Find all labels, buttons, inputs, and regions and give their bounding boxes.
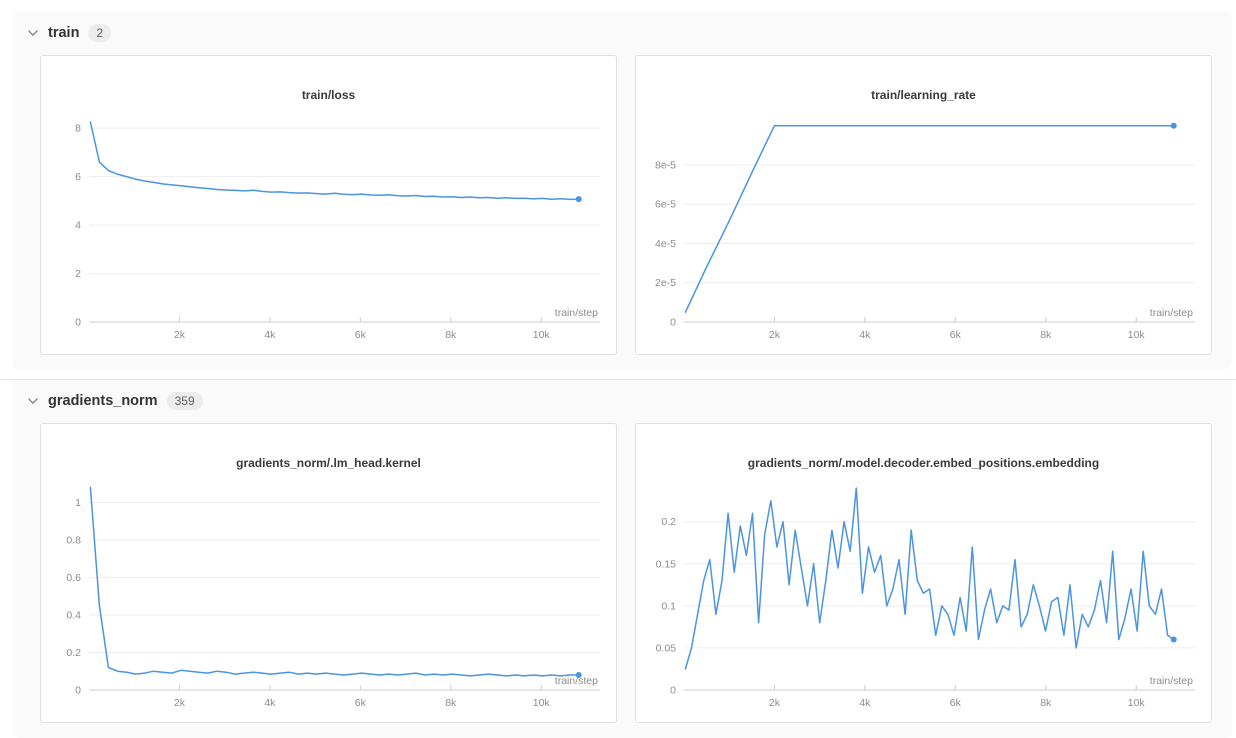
chart-title: gradients_norm/.lm_head.kernel [236, 456, 421, 470]
svg-text:6k: 6k [950, 329, 962, 341]
svg-text:train/step: train/step [555, 307, 598, 319]
svg-text:0: 0 [75, 685, 81, 697]
svg-text:8k: 8k [1040, 329, 1052, 341]
chevron-down-icon[interactable] [25, 393, 41, 409]
chart-title: train/loss [301, 88, 356, 102]
svg-text:0.6: 0.6 [66, 572, 81, 584]
svg-text:6: 6 [75, 171, 81, 183]
svg-text:train/step: train/step [555, 675, 598, 687]
svg-text:8: 8 [75, 123, 81, 135]
section-divider [0, 379, 1236, 380]
svg-text:6k: 6k [950, 697, 962, 709]
svg-text:4k: 4k [859, 697, 871, 709]
chart-card-lm-head-kernel[interactable]: gradients_norm/.lm_head.kernel 0 0.2 0.4 0.… [40, 423, 617, 723]
section-header-gradients-norm[interactable]: gradients_norm 359 [25, 389, 1212, 413]
svg-text:0: 0 [75, 317, 81, 329]
chart-row: gradients_norm/.lm_head.kernel 0 0.2 0.4 0.… [25, 423, 1212, 723]
svg-text:0.05: 0.05 [656, 642, 677, 654]
svg-text:0.2: 0.2 [66, 647, 81, 659]
svg-text:2k: 2k [769, 329, 781, 341]
svg-text:2k: 2k [174, 329, 186, 341]
svg-text:4k: 4k [859, 329, 871, 341]
svg-text:10k: 10k [533, 329, 551, 341]
svg-text:train/step: train/step [1150, 307, 1193, 319]
svg-text:0.2: 0.2 [661, 516, 676, 528]
section-header-train[interactable]: train 2 [25, 21, 1212, 45]
chart-title: train/learning_rate [871, 88, 976, 102]
line-chart-train-loss[interactable]: 0 2 4 6 8 2k 4k 6k 8k 10k train/step [41, 104, 616, 352]
line-chart-train-learning-rate[interactable]: 0 2e-5 4e-5 6e-5 8e-5 2k 4k 6k 8k 10k train/step [636, 104, 1211, 352]
section-title-gradients-norm: gradients_norm [48, 393, 158, 409]
svg-text:8k: 8k [1040, 697, 1052, 709]
section-count-badge: 359 [166, 392, 203, 410]
svg-text:6k: 6k [355, 329, 367, 341]
section-title-train: train [48, 25, 80, 41]
svg-text:1: 1 [75, 497, 81, 509]
svg-text:10k: 10k [1128, 329, 1146, 341]
svg-text:2e-5: 2e-5 [655, 277, 676, 289]
section-train: train 2 train/loss 0 2 4 6 8 2k 4k 6k 8k 10k train… [13, 12, 1232, 369]
chart-card-train-loss[interactable]: train/loss 0 2 4 6 8 2k 4k 6k 8k 10k train/step [40, 55, 617, 355]
section-count-badge: 2 [88, 24, 112, 42]
svg-text:0: 0 [670, 685, 676, 697]
svg-text:8k: 8k [445, 329, 457, 341]
svg-text:4: 4 [75, 220, 81, 232]
svg-text:10k: 10k [533, 697, 551, 709]
svg-text:4k: 4k [264, 697, 276, 709]
svg-text:2k: 2k [769, 697, 781, 709]
svg-text:2k: 2k [174, 697, 186, 709]
chevron-down-icon[interactable] [25, 25, 41, 41]
svg-text:0: 0 [670, 317, 676, 329]
section-gradients-norm: gradients_norm 359 gradients_norm/.lm_he… [13, 380, 1232, 738]
chart-card-embed-positions[interactable]: gradients_norm/.model.decoder.embed_posi… [635, 423, 1212, 723]
svg-text:0.15: 0.15 [656, 558, 677, 570]
svg-text:4k: 4k [264, 329, 276, 341]
chart-row: train/loss 0 2 4 6 8 2k 4k 6k 8k 10k train/step tr… [25, 55, 1212, 355]
svg-text:6e-5: 6e-5 [655, 199, 676, 211]
svg-text:8k: 8k [445, 697, 457, 709]
svg-text:2: 2 [75, 268, 81, 280]
svg-text:0.1: 0.1 [661, 600, 676, 612]
svg-text:6k: 6k [355, 697, 367, 709]
line-chart-embed-positions[interactable]: 0 0.05 0.1 0.15 0.2 2k 4k 6k 8k 10k train/step [636, 472, 1211, 720]
chart-card-train-learning-rate[interactable]: train/learning_rate 0 2e-5 4e-5 6e-5 8e-5 2k 4… [635, 55, 1212, 355]
svg-text:8e-5: 8e-5 [655, 159, 676, 171]
svg-text:4e-5: 4e-5 [655, 238, 676, 250]
svg-text:0.4: 0.4 [66, 609, 81, 621]
line-chart-lm-head-kernel[interactable]: 0 0.2 0.4 0.6 0.8 1 2k 4k 6k 8k 10k train/step [41, 472, 616, 720]
svg-text:train/step: train/step [1150, 675, 1193, 687]
svg-text:10k: 10k [1128, 697, 1146, 709]
chart-title: gradients_norm/.model.decoder.embed_posi… [747, 456, 1100, 470]
svg-text:0.8: 0.8 [66, 534, 81, 546]
